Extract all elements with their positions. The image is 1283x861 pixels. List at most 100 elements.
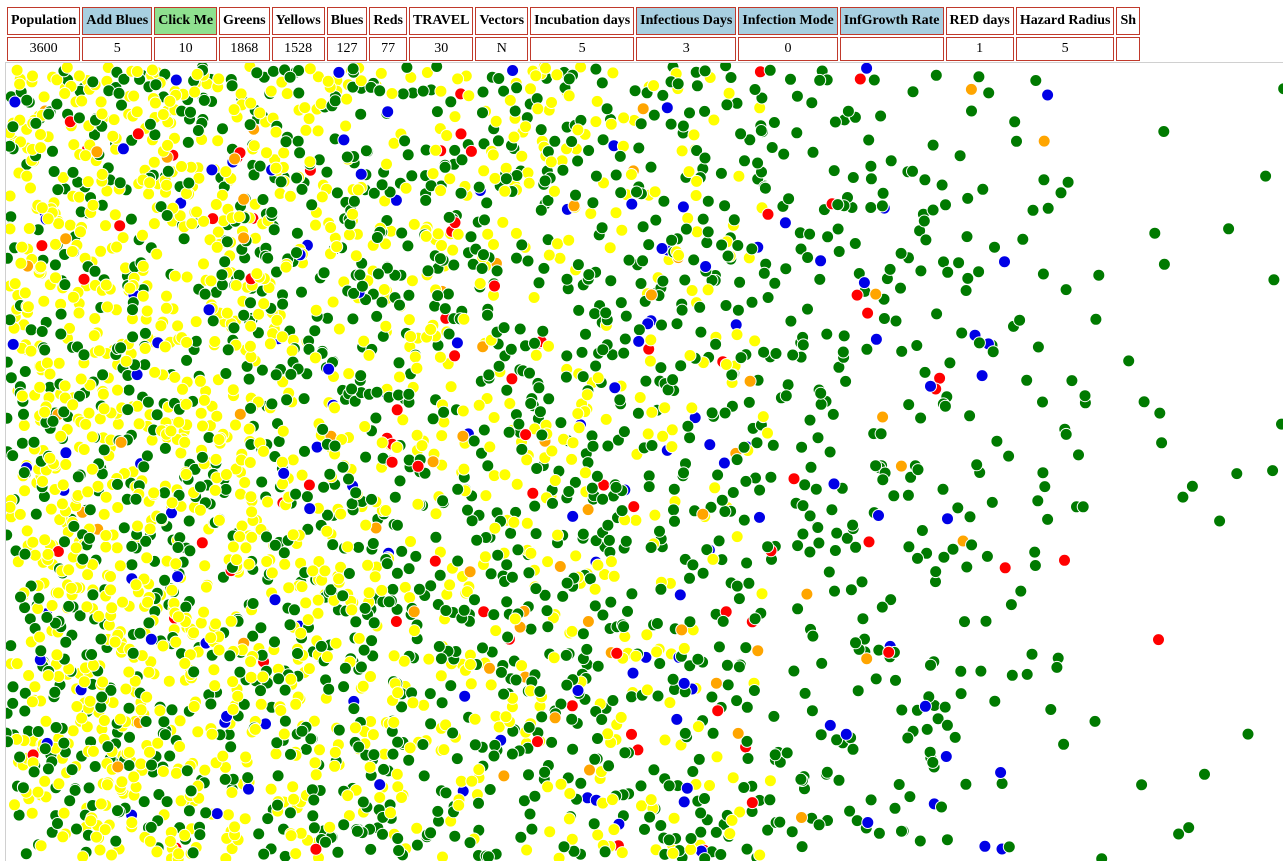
yellow-particle [544,826,556,838]
green-particle [795,773,807,785]
green-particle [358,644,370,656]
orange-particle [744,375,756,387]
green-particle [6,140,16,152]
header-add-blues[interactable]: Add Blues [82,7,152,35]
green-particle [439,161,451,173]
blue-particle [824,719,836,731]
red-particle [391,404,403,416]
green-particle [146,759,158,771]
yellow-particle [22,301,34,313]
yellow-particle [427,168,439,180]
green-particle [280,136,292,148]
yellow-particle [95,245,107,257]
green-particle [41,611,53,623]
green-particle [805,461,817,473]
green-particle [1037,396,1049,408]
green-particle [1214,515,1226,527]
header-infgrowth-rate[interactable]: InfGrowth Rate [840,7,944,35]
blue-particle [678,796,690,808]
yellow-particle [412,498,424,510]
green-particle [266,398,278,410]
yellow-particle [610,207,622,219]
yellow-particle [35,261,47,273]
green-particle [873,827,885,839]
green-particle [1123,355,1135,367]
green-particle [837,346,849,358]
green-particle [245,297,257,309]
yellow-particle [245,97,257,109]
yellow-particle [684,350,696,362]
green-particle [738,782,750,794]
green-particle [465,231,477,243]
yellow-particle [300,124,312,136]
yellow-particle [124,282,136,294]
yellow-particle [82,486,94,498]
header-infectious-days[interactable]: Infectious Days [636,7,736,35]
header-hazard-radius: Hazard Radius [1016,7,1115,35]
green-particle [427,413,439,425]
green-particle [471,534,483,546]
green-particle [759,182,771,194]
green-particle [914,835,926,847]
green-particle [418,770,430,782]
yellow-particle [114,713,126,725]
yellow-particle [106,849,118,861]
yellow-particle [142,596,154,608]
green-particle [1030,75,1042,87]
yellow-particle [349,722,361,734]
blue-particle [374,779,386,791]
yellow-particle [463,90,475,102]
green-particle [1029,560,1041,572]
green-particle [279,684,291,696]
yellow-particle [394,371,406,383]
yellow-particle [319,565,331,577]
yellow-particle [189,86,201,98]
yellow-particle [645,794,657,806]
green-particle [251,67,263,79]
header-infection-mode[interactable]: Infection Mode [738,7,837,35]
yellow-particle [425,323,437,335]
green-particle [856,576,868,588]
orange-particle [427,456,439,468]
green-particle [32,726,44,738]
green-particle [98,444,110,456]
yellow-particle [726,814,738,826]
green-particle [402,240,414,252]
blue-particle [700,261,712,273]
green-particle [561,679,573,691]
green-particle [58,737,70,749]
yellow-particle [278,147,290,159]
green-particle [275,176,287,188]
green-particle [566,713,578,725]
simulation-canvas[interactable] [5,62,1283,861]
green-particle [822,231,834,243]
yellow-particle [625,169,637,181]
green-particle [739,155,751,167]
green-particle [343,568,355,580]
green-particle [814,273,826,285]
green-particle [717,615,729,627]
yellow-particle [174,715,186,727]
yellow-particle [172,320,184,332]
yellow-particle [363,587,375,599]
green-particle [219,773,231,785]
yellow-particle [128,771,140,783]
green-particle [483,369,495,381]
header-click-me[interactable]: Click Me [154,7,217,35]
green-particle [960,778,972,790]
green-particle [48,166,60,178]
green-particle [654,658,666,670]
green-particle [940,199,952,211]
green-particle [863,134,875,146]
green-particle [731,454,743,466]
yellow-particle [246,531,258,543]
green-particle [145,821,157,833]
yellow-particle [504,94,516,106]
orange-particle [584,764,596,776]
yellow-particle [551,69,563,81]
yellow-particle [304,63,316,75]
yellow-particle [101,779,113,791]
yellow-particle [60,459,72,471]
green-particle [937,483,949,495]
green-particle [130,493,142,505]
